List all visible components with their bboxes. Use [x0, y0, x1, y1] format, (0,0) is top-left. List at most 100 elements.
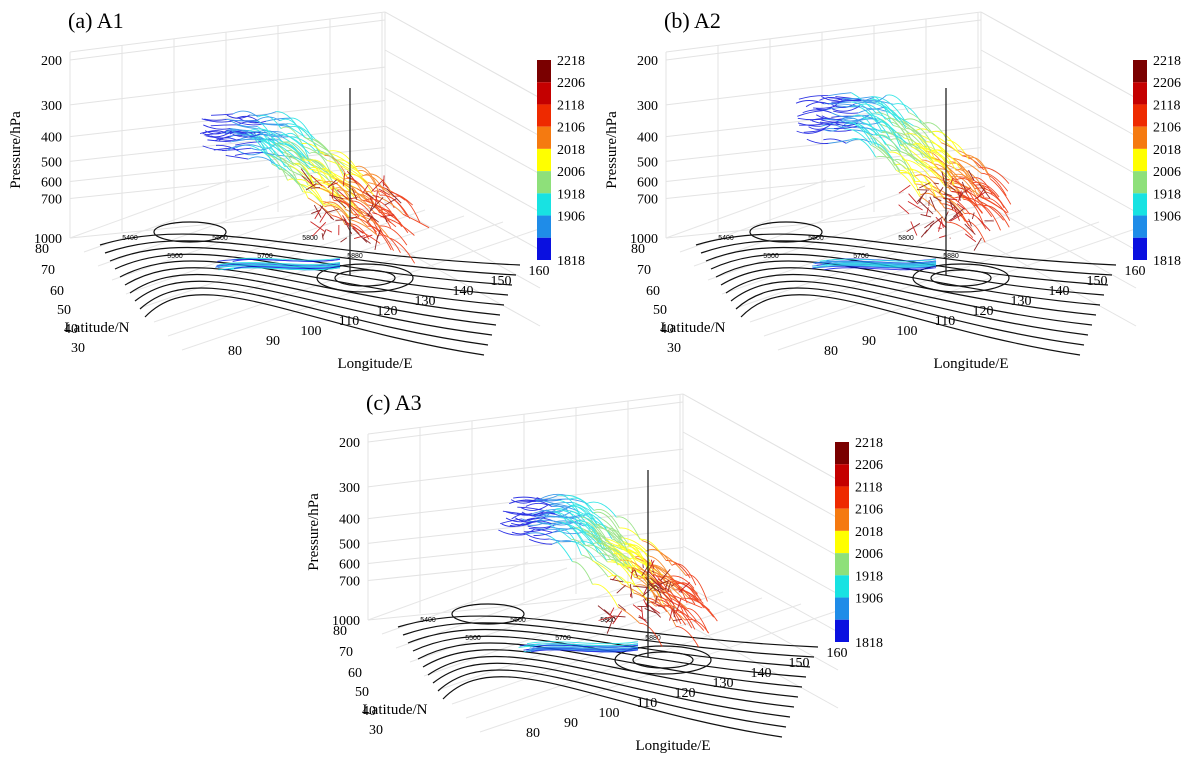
- trajectory-segment: [974, 238, 982, 251]
- contour-label: 5500: [465, 635, 481, 642]
- latitude-tick-label: 70: [41, 263, 55, 278]
- back-wall-grid: [666, 12, 1136, 326]
- latitude-tick-label: 80: [35, 242, 49, 257]
- longitude-tick-label: 150: [789, 656, 810, 671]
- longitude-tick-label: 90: [266, 334, 280, 349]
- colorbar-segment: [1133, 216, 1147, 238]
- trajectory-segment: [806, 102, 829, 106]
- trajectory-segment: [673, 619, 682, 620]
- pressure-axis-label: Pressure/hPa: [604, 111, 620, 189]
- colorbar-tick-label: 1906: [1153, 210, 1181, 225]
- colorbar-segment: [537, 193, 551, 215]
- pressure-gridline: [666, 67, 981, 105]
- trajectory-segment: [899, 185, 910, 193]
- contour-label: 5800: [302, 235, 318, 242]
- floor-line: [778, 228, 1138, 350]
- latitude-tick-label: 30: [667, 341, 681, 356]
- colorbar-segment: [835, 486, 849, 508]
- longitude-tick-label: 80: [824, 344, 838, 359]
- colorbar-segment: [1133, 60, 1147, 82]
- contour-label: 5800: [898, 235, 914, 242]
- floor-line: [182, 228, 542, 350]
- trajectory-segment: [372, 213, 377, 214]
- longitude-tick-label: 100: [301, 324, 322, 339]
- latitude-tick-label: 60: [348, 666, 362, 681]
- contour-label: 5500: [167, 253, 183, 260]
- colorbar-tick-label: 2206: [557, 76, 585, 91]
- pressure-axis-label: Pressure/hPa: [306, 493, 322, 571]
- colorbar-segment: [835, 509, 849, 531]
- box-edge: [683, 394, 838, 480]
- latitude-tick-label: 80: [631, 242, 645, 257]
- right-wall-gridline: [683, 546, 838, 632]
- longitude-axis-label: Longitude/E: [934, 356, 1009, 372]
- colorbar-tick-label: 2218: [855, 436, 883, 451]
- colorbar-segment: [835, 598, 849, 620]
- trajectory-segment: [671, 598, 697, 620]
- trajectory-segment: [526, 503, 548, 506]
- contour-label: 5500: [763, 253, 779, 260]
- latitude-tick-label: 60: [50, 284, 64, 299]
- pressure-tick-label: 300: [41, 99, 62, 114]
- colorbar-segment: [537, 216, 551, 238]
- colorbar-tick-label: 1818: [855, 636, 883, 651]
- latitude-tick-label: 50: [57, 303, 71, 318]
- trajectory-segment: [807, 139, 829, 143]
- colorbar-tick-label: 1906: [557, 210, 585, 225]
- trajectory-segment: [828, 93, 851, 96]
- pressure-tick-label: 400: [637, 131, 658, 146]
- trajectory-segment: [645, 608, 657, 613]
- colorbar-tick-label: 2118: [855, 480, 882, 495]
- colorbar-segment: [537, 238, 551, 260]
- longitude-tick-label: 160: [529, 264, 550, 279]
- colorbar-tick-label: 1818: [1153, 254, 1181, 269]
- colorbar-segment: [1133, 193, 1147, 215]
- longitude-tick-label: 100: [599, 706, 620, 721]
- colorbar-tick-label: 2206: [1153, 76, 1181, 91]
- floor-line: [480, 610, 840, 732]
- longitude-tick-label: 90: [862, 334, 876, 349]
- contour-label: 5600: [808, 235, 824, 242]
- longitude-tick-label: 90: [564, 716, 578, 731]
- right-wall-gridline: [385, 50, 540, 136]
- right-wall-gridline: [683, 622, 838, 708]
- longitude-axis-label: Longitude/E: [338, 356, 413, 372]
- trajectory-segment: [375, 236, 378, 250]
- box-edge: [981, 12, 1136, 98]
- pressure-tick-label: 200: [339, 436, 360, 451]
- pressure-tick-label: 400: [41, 131, 62, 146]
- trajectory-segment: [921, 214, 931, 216]
- trajectory-segment: [930, 197, 936, 211]
- trajectory-segment: [310, 222, 324, 232]
- pressure-tick-label: 700: [41, 193, 62, 208]
- pressure-gridline: [368, 449, 683, 487]
- pressure-tick-label: 300: [339, 481, 360, 496]
- colorbar-tick-label: 1918: [855, 569, 883, 584]
- colorbar-segment: [1133, 127, 1147, 149]
- right-wall-gridline: [683, 432, 838, 518]
- trajectory-segment: [938, 222, 940, 231]
- colorbar-tick-label: 2006: [855, 547, 883, 562]
- pressure-tick-label: 500: [637, 155, 658, 170]
- pressure-tick-label: 600: [637, 176, 658, 191]
- colorbar-tick-label: 2118: [1153, 98, 1180, 113]
- panel-title: (a) A1: [68, 8, 124, 33]
- trajectory-segment: [288, 179, 308, 198]
- contour-label: 5400: [420, 617, 436, 624]
- pressure-gridline: [666, 207, 981, 238]
- pressure-tick-label: 300: [637, 99, 658, 114]
- trajectory-segment: [850, 139, 876, 158]
- panel-a1-svg: 2003004005006007001000Pressure/hPa807060…: [0, 0, 590, 380]
- contour-label: 5400: [122, 235, 138, 242]
- colorbar-segment: [537, 127, 551, 149]
- trajectory-segment: [322, 233, 323, 239]
- trajectory-segment: [211, 125, 237, 126]
- colorbar-tick-label: 2118: [557, 98, 584, 113]
- colorbar-segment: [537, 60, 551, 82]
- longitude-tick-label: 150: [1087, 274, 1108, 289]
- trajectory-segment: [385, 198, 397, 205]
- colorbar-segment: [1133, 82, 1147, 104]
- colorbar-tick-label: 1818: [557, 254, 585, 269]
